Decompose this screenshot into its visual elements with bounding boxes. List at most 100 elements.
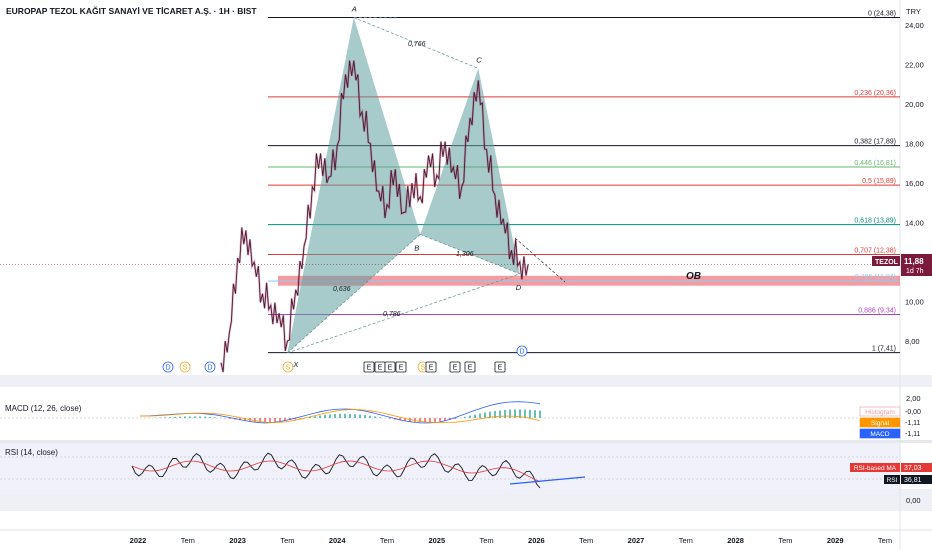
fib-label-0: 0 (24,38) (868, 10, 896, 17)
pattern-bcd (420, 68, 520, 274)
event-marker-label-8: S (421, 365, 426, 372)
rsi-title: RSI (14, close) (5, 448, 58, 457)
time-axis-tick-2: 2023 (229, 536, 246, 545)
fib-label-3: 0,446 (16,81) (854, 160, 896, 167)
pane-separator-3 (0, 489, 932, 511)
pane-separator-1 (0, 375, 932, 387)
price-axis-tick-7: 10,00 (905, 298, 924, 307)
macd-hist-bar-11 (194, 416, 196, 418)
macd-hist-bar-21 (244, 418, 246, 421)
macd-hist-bar-55 (414, 418, 416, 422)
macd-legend-name-1: Signal (871, 420, 890, 427)
macd-hist-bar-31 (294, 418, 296, 420)
price-axis-ticks: 24,0022,0020,0018,0016,0014,0012,0010,00… (905, 21, 924, 346)
time-axis-tick-6: 2025 (428, 536, 445, 545)
event-markers-layer[interactable]: D S D S E E E E S E E E ED (162, 345, 528, 373)
rsi-series-layer (0, 452, 900, 489)
macd-hist-bar-46 (369, 415, 371, 418)
time-axis-tick-12: 2028 (727, 536, 744, 545)
pattern-ratio-1: 1,306 (456, 251, 474, 258)
macd-legend-swatch-1 (859, 417, 901, 428)
price-badge-symbol-bg (872, 256, 900, 266)
time-axis-tick-9: Tem (579, 536, 593, 545)
macd-hist-bar-61 (444, 418, 446, 421)
fib-label-1: 0,236 (20,36) (854, 90, 896, 97)
macd-title: MACD (12, 26, close) (5, 404, 82, 413)
rsi-ma-line (131, 460, 541, 482)
macd-pane-bg (0, 387, 900, 440)
macd-hist-bar-36 (319, 415, 321, 418)
price-axis-tick-5: 14,00 (905, 219, 924, 228)
macd-line (139, 401, 541, 424)
macd-hist-bar-53 (404, 418, 406, 421)
chart-title: EUROPAP TEZOL KAĞIT SANAYİ VE TİCARET A.… (6, 5, 257, 16)
price-axis-tick-4: 16,00 (905, 179, 924, 188)
rsi-axis-bottom-tick: 0,00 (906, 496, 921, 505)
macd-hist-bar-75 (514, 409, 516, 418)
macd-hist-bar-12 (199, 416, 201, 418)
price-close-line (220, 60, 529, 373)
pattern-extension-d (514, 237, 566, 283)
pattern-extension-a (353, 17, 399, 19)
macd-hist-bar-67 (474, 414, 476, 418)
time-axis-tick-10: 2027 (628, 536, 645, 545)
macd-hist-bar-73 (504, 409, 506, 418)
time-axis-tick-5: Tem (380, 536, 394, 545)
event-marker-label-7: E (399, 365, 404, 372)
macd-hist-bar-23 (254, 418, 256, 422)
price-badge-value-bg (901, 254, 932, 276)
event-marker-label-0: D (165, 365, 170, 372)
macd-hist-bar-34 (309, 416, 311, 418)
time-axis-ticks: 2022 Tem 2023 Tem 2024 Tem 2025 Tem 2026 Tem 2027 T… (130, 536, 892, 545)
macd-hist-bar-7 (174, 416, 176, 418)
pattern-point-d: D (516, 283, 522, 292)
macd-hist-bar-37 (324, 414, 326, 418)
event-marker-label-9: E (429, 365, 434, 372)
fib-label-7: 0,786 (11,04) (855, 274, 896, 281)
rsi-legend-swatch-1 (884, 475, 900, 484)
pane-separator-2 (0, 440, 932, 443)
macd-hist-bar-14 (209, 416, 211, 418)
event-marker-10 (449, 361, 461, 373)
event-marker-label-3: S (286, 365, 291, 372)
pattern-diagonal-2 (287, 273, 520, 354)
rsi-legend-swatch-0 (850, 463, 900, 472)
time-axis-tick-7: Tem (480, 536, 494, 545)
event-marker-11 (464, 361, 476, 373)
time-axis-tick-11: Tem (679, 536, 693, 545)
event-marker-label-10: E (453, 365, 458, 372)
macd-legend-value-1: -1,11 (905, 420, 921, 427)
macd-hist-bar-77 (524, 409, 526, 418)
event-marker-label-1: S (183, 365, 188, 372)
rsi-legend-value-1: 36,81 (904, 477, 922, 484)
macd-hist-bar-40 (339, 413, 341, 418)
macd-hist-bar-59 (434, 418, 436, 422)
price-axis-tick-0: 24,00 (905, 21, 924, 30)
macd-legend-name-0: Histogram (865, 409, 895, 416)
pattern-diagonal-3 (353, 17, 479, 69)
time-axis-tick-3: Tem (280, 536, 294, 545)
macd-hist-bar-78 (529, 409, 531, 418)
pattern-point-b: B (414, 243, 419, 252)
rsi-divergence-line (509, 476, 586, 485)
macd-hist-bar-65 (464, 416, 466, 418)
price-axis-tick-8: 8,00 (905, 337, 920, 346)
event-marker-1 (179, 361, 191, 373)
macd-hist-bar-24 (259, 418, 261, 423)
fib-label-8: 0,886 (9,34) (858, 308, 896, 315)
time-axis-tick-14: 2029 (827, 536, 844, 545)
macd-hist-bar-15 (214, 417, 216, 418)
macd-hist-bar-41 (344, 413, 346, 418)
macd-hist-bar-56 (419, 418, 421, 423)
fib-label-9: 1 (7,41) (872, 346, 896, 353)
pattern-ratio-2: 0,636 (333, 286, 351, 293)
event-marker-label-4: E (367, 365, 372, 372)
macd-legend-swatch-0 (859, 406, 901, 417)
price-badge-price: 11,88 (904, 257, 924, 266)
rsi-legend-value-0: 37,03 (904, 465, 922, 472)
pattern-point-a: A (351, 4, 357, 13)
time-axis-tick-4: 2024 (329, 536, 347, 545)
macd-signal-line (140, 409, 541, 424)
macd-hist-bar-20 (239, 418, 241, 421)
